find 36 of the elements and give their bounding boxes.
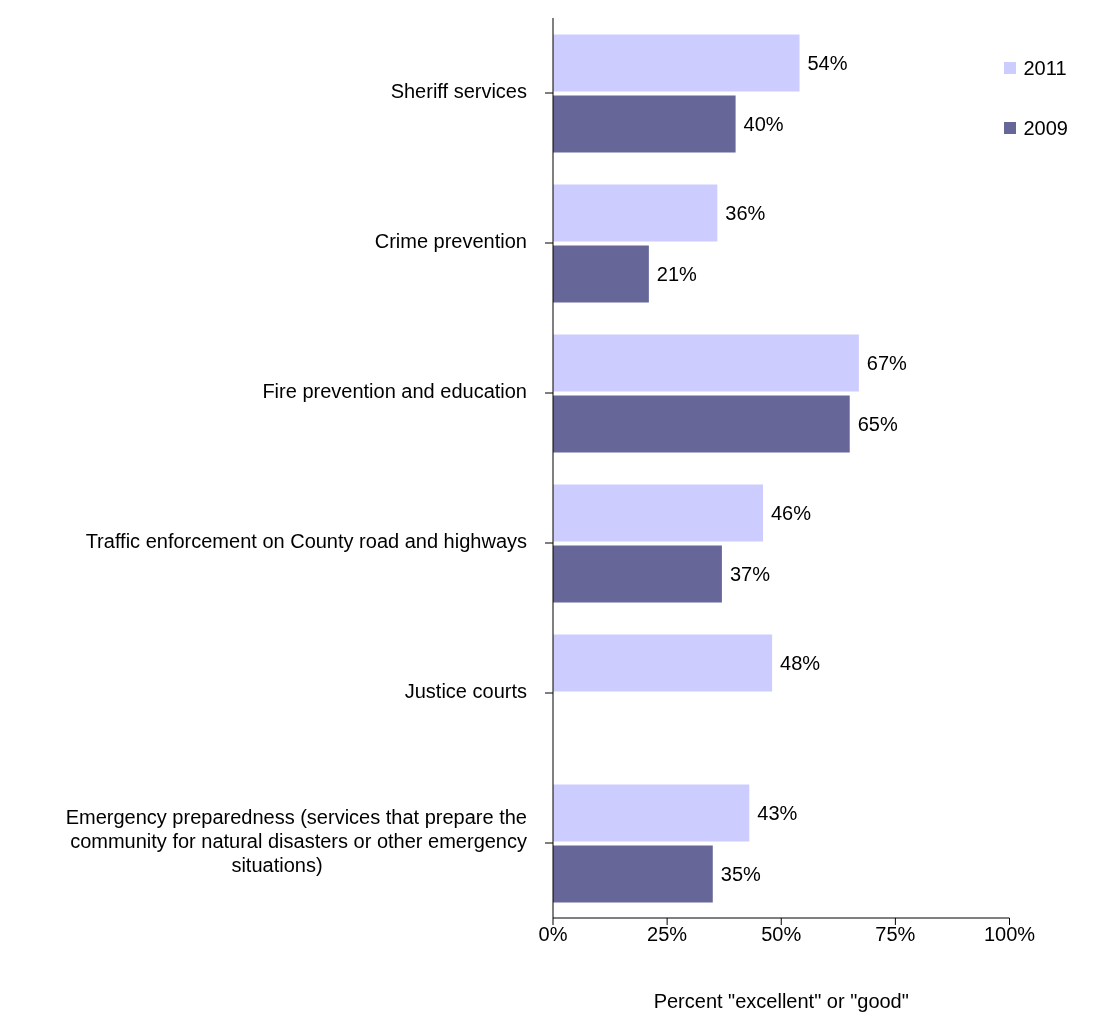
bar bbox=[553, 845, 713, 903]
data-label: 46% bbox=[770, 502, 812, 525]
legend-label: 2009 bbox=[1023, 116, 1068, 141]
bar bbox=[553, 334, 859, 392]
data-label: 65% bbox=[857, 413, 898, 436]
bar bbox=[553, 484, 763, 542]
data-label: 54% bbox=[807, 52, 848, 75]
bar bbox=[553, 545, 722, 603]
y-tick-label: Sheriff services bbox=[390, 80, 527, 103]
legend-label: 2011 bbox=[1023, 56, 1067, 81]
bar bbox=[553, 95, 736, 153]
data-label: 36% bbox=[725, 202, 766, 225]
data-label: 43% bbox=[757, 802, 798, 825]
bar bbox=[553, 34, 800, 92]
data-label: 40% bbox=[743, 113, 784, 136]
x-tick-label: 0% bbox=[538, 923, 568, 946]
data-label: 35% bbox=[720, 863, 762, 886]
data-label: 21% bbox=[656, 263, 698, 286]
x-axis-title: Percent "excellent" or "good" bbox=[653, 990, 909, 1012]
bar bbox=[553, 784, 750, 842]
bar bbox=[553, 184, 718, 242]
data-label: 67% bbox=[866, 352, 908, 375]
x-tick-label: 100% bbox=[983, 923, 1036, 946]
x-tick-label: 75% bbox=[875, 923, 916, 946]
y-tick-label: Traffic enforcement on County road and highways bbox=[85, 530, 527, 553]
y-tick-label: Emergency preparedness (services that prepare the community for natural disasters or other emergency situations) bbox=[65, 806, 527, 877]
bar bbox=[553, 634, 773, 692]
y-tick-label: Fire prevention and education bbox=[262, 380, 527, 403]
data-label: 48% bbox=[780, 652, 821, 675]
y-tick-label: Justice courts bbox=[404, 680, 527, 703]
x-tick-label: 50% bbox=[761, 923, 802, 946]
data-label: 37% bbox=[729, 563, 771, 586]
bar bbox=[553, 395, 850, 453]
y-tick-label: Crime prevention bbox=[374, 230, 527, 253]
x-tick-label: 25% bbox=[647, 923, 688, 946]
bar bbox=[553, 245, 649, 303]
